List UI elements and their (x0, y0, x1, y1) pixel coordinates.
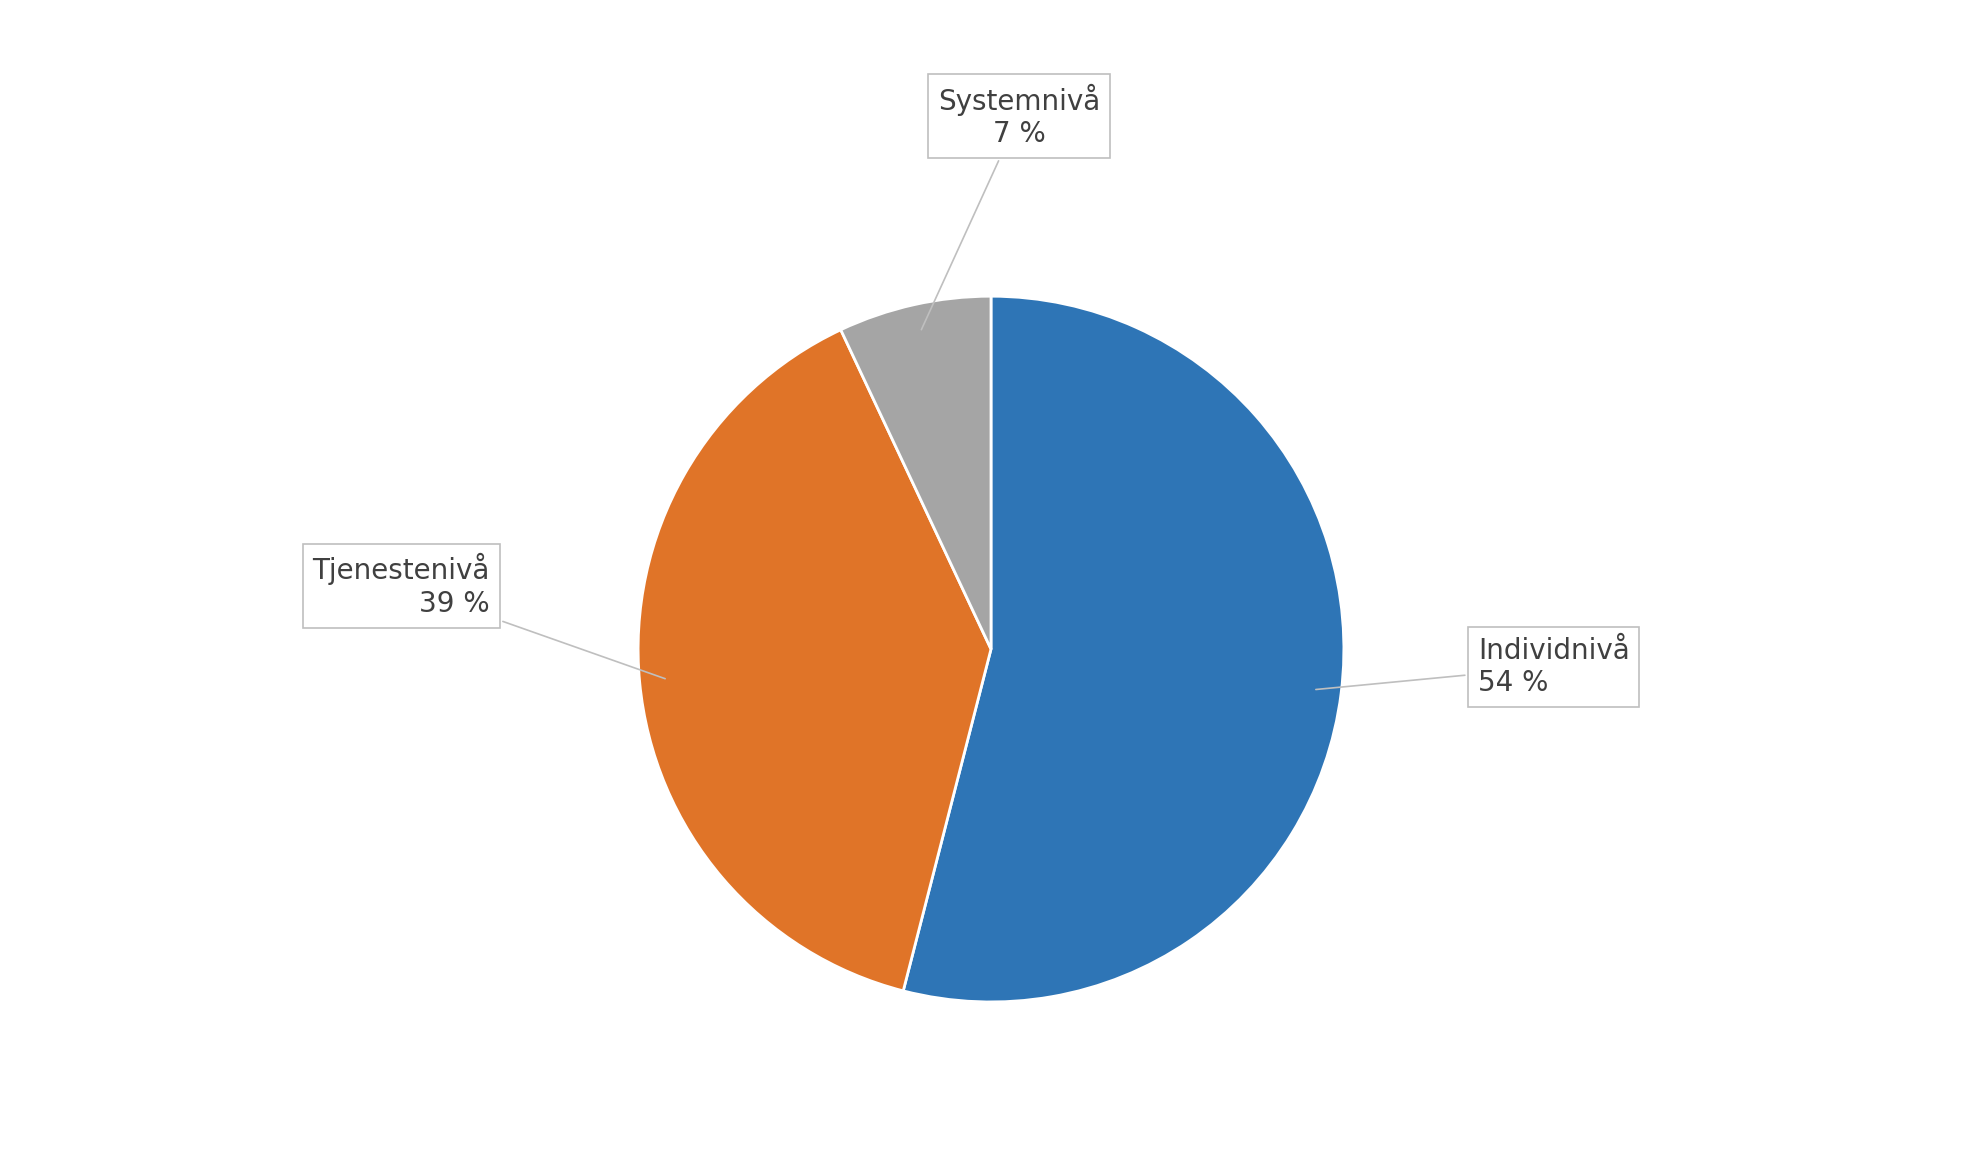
Wedge shape (904, 296, 1344, 1002)
Wedge shape (638, 330, 991, 990)
Text: Individnivå
54 %: Individnivå 54 % (1316, 636, 1629, 697)
Wedge shape (840, 296, 991, 649)
Text: Tjenestenivå
39 %: Tjenestenivå 39 % (313, 553, 666, 679)
Text: Systemnivå
7 %: Systemnivå 7 % (922, 83, 1100, 330)
